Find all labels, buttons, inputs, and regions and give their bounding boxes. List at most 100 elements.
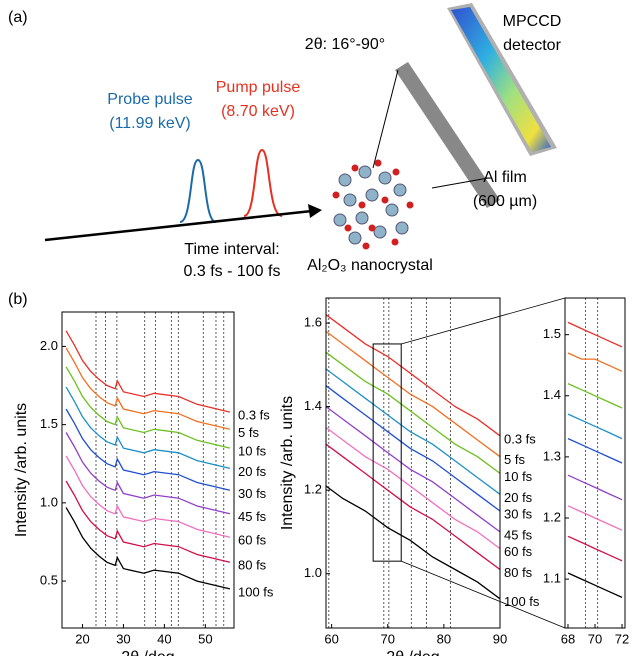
x-tick-label: 50 xyxy=(198,631,212,646)
y-axis-label: Intensity /arb. units xyxy=(13,403,30,537)
y-tick-label: 1.6 xyxy=(304,315,322,330)
series-line xyxy=(567,572,623,598)
zoom-connector xyxy=(401,560,566,629)
interval-label: 0.3 fs - 100 fs xyxy=(184,263,281,280)
al-film xyxy=(395,62,500,208)
series-label: 45 fs xyxy=(238,509,267,524)
series-label: 30 fs xyxy=(504,506,533,521)
series-line xyxy=(325,485,501,600)
series-line xyxy=(65,480,231,563)
zoom-box xyxy=(372,343,402,562)
series-label: 80 fs xyxy=(238,558,267,573)
film-label: (600 µm) xyxy=(473,193,537,210)
beam-line xyxy=(431,177,489,189)
arrow-head xyxy=(308,204,322,218)
x-tick-label: 90 xyxy=(493,631,507,646)
series-line xyxy=(567,474,623,501)
film-label: Al film xyxy=(483,169,527,186)
y-tick-label: 1.5 xyxy=(543,326,561,341)
series-label: 5 fs xyxy=(238,425,259,440)
series-line xyxy=(65,347,231,430)
series-line xyxy=(65,507,231,590)
zoom-connector xyxy=(401,297,566,345)
series-line xyxy=(567,505,623,531)
sample-label: Al₂O₃ nanocrystal xyxy=(307,257,433,274)
y-tick-label: 1.0 xyxy=(40,494,58,509)
y-axis-label: Intensity /arb. units xyxy=(279,396,296,530)
pump-label: (8.70 keV) xyxy=(221,103,295,120)
series-label: 20 fs xyxy=(238,464,267,479)
series-line xyxy=(325,406,501,533)
probe-label: Probe pulse xyxy=(107,91,192,108)
x-tick-label: 70 xyxy=(588,631,602,646)
y-tick-label: 1.2 xyxy=(543,509,561,524)
x-tick-label: 80 xyxy=(437,631,451,646)
panel-label: (a) xyxy=(8,9,28,26)
y-tick-label: 2.0 xyxy=(40,338,58,353)
x-tick-label: 20 xyxy=(75,631,89,646)
series-label: 100 fs xyxy=(238,584,274,599)
series-label: 0.3 fs xyxy=(238,408,270,423)
series-line xyxy=(325,351,501,474)
interval-label: Time interval: xyxy=(184,241,279,258)
series-line xyxy=(567,352,623,372)
series-line xyxy=(325,443,501,571)
x-tick-label: 68 xyxy=(561,631,575,646)
pump-label: Pump pulse xyxy=(216,79,301,96)
y-tick-label: 1.3 xyxy=(543,448,561,463)
series-label: 60 fs xyxy=(504,544,533,559)
x-axis-label: 2θ /deg xyxy=(121,649,174,656)
series-line xyxy=(567,321,623,348)
y-tick-label: 1.1 xyxy=(543,571,561,586)
series-line xyxy=(65,366,231,449)
series-line xyxy=(65,330,231,413)
x-tick-label: 30 xyxy=(116,631,130,646)
series-label: 60 fs xyxy=(238,533,267,548)
probe-pulse xyxy=(179,158,217,223)
series-line xyxy=(325,385,501,512)
series-line xyxy=(65,386,231,470)
y-tick-label: 1.0 xyxy=(304,565,322,580)
series-line xyxy=(325,314,501,437)
y-tick-label: 0.5 xyxy=(40,573,58,588)
series-label: 10 fs xyxy=(238,444,267,459)
y-tick-label: 1.4 xyxy=(304,398,322,413)
y-tick-label: 1.2 xyxy=(304,482,322,497)
y-tick-label: 1.5 xyxy=(40,416,58,431)
series-line xyxy=(65,408,231,491)
plot-frame xyxy=(325,297,501,629)
series-line xyxy=(567,383,623,409)
angle-range: 2θ: 16°-90° xyxy=(305,36,385,53)
detector-label: MPCCD xyxy=(503,13,562,30)
detector-label: detector xyxy=(503,37,561,54)
schematic: (a) 2θ: 16°-90° MPCCD detector Probe pul… xyxy=(8,3,562,308)
series-line xyxy=(325,368,501,495)
pump-pulse xyxy=(243,148,283,217)
x-tick-label: 72 xyxy=(615,631,629,646)
series-line xyxy=(325,426,501,550)
x-tick-label: 70 xyxy=(381,631,395,646)
series-label: 100 fs xyxy=(504,594,540,609)
detector xyxy=(451,7,551,152)
series-line xyxy=(567,413,623,440)
crystal xyxy=(332,159,414,250)
series-label: 80 fs xyxy=(504,565,533,580)
series-label: 45 fs xyxy=(504,527,533,542)
x-axis-label: 2θ /deg xyxy=(386,649,439,656)
series-line xyxy=(325,330,501,458)
plot-frame xyxy=(61,311,235,629)
x-tick-label: 40 xyxy=(157,631,171,646)
series-line xyxy=(65,455,231,538)
beam-line xyxy=(372,69,399,169)
series-line xyxy=(567,535,623,562)
plot-frame xyxy=(564,297,626,629)
series-label: 0.3 fs xyxy=(504,431,536,446)
series-label: 30 fs xyxy=(238,486,267,501)
series-label: 5 fs xyxy=(504,452,525,467)
series-line xyxy=(567,438,623,464)
series-label: 10 fs xyxy=(504,469,533,484)
arrow xyxy=(44,209,313,242)
series-line xyxy=(65,432,231,515)
probe-label: (11.99 keV) xyxy=(109,115,191,132)
